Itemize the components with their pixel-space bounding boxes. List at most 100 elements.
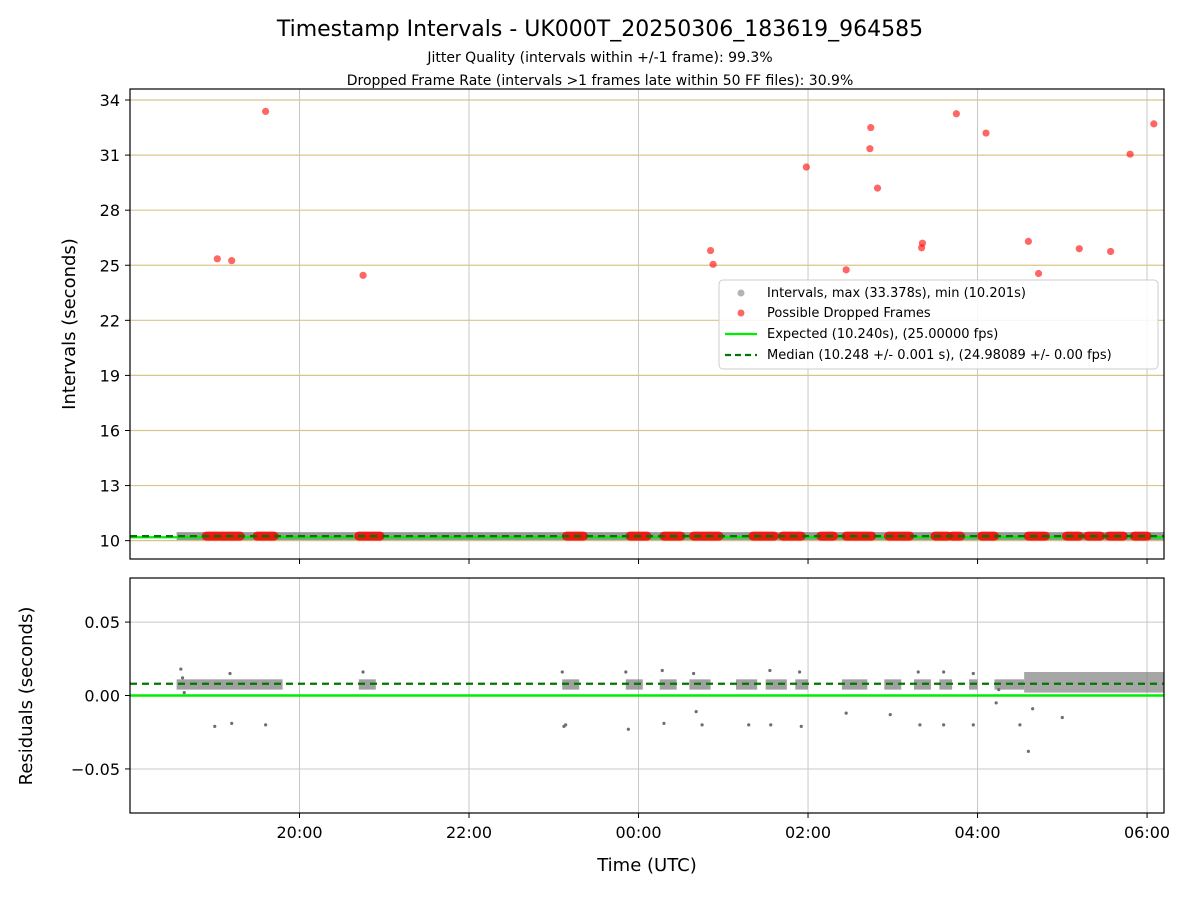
residual-cluster [795, 679, 809, 690]
residual-point [179, 667, 183, 671]
residual-point [692, 671, 696, 676]
legend-expected-label: Expected (10.240s), (25.00000 fps) [767, 327, 998, 342]
dropped-frame-point [1126, 150, 1134, 158]
top-y-tick-label: 31 [100, 146, 120, 165]
residual-point [918, 723, 922, 727]
top-y-tick-label: 34 [100, 91, 120, 110]
dropped-frame-point [1024, 237, 1032, 245]
residual-point [560, 670, 564, 674]
dropped-frame-point [1107, 247, 1115, 256]
residual-point [182, 690, 186, 695]
residual-point [942, 723, 946, 727]
residual-cluster [562, 679, 580, 690]
dropped-frame-point [1150, 120, 1158, 128]
chart-subtitle-jitter: Jitter Quality (intervals within +/-1 fr… [426, 50, 772, 66]
residual-point [942, 670, 946, 674]
residual-point [694, 710, 698, 714]
residual-point [564, 723, 568, 727]
bottom-plot-marks [130, 667, 1164, 753]
dropped-frame-point [842, 266, 850, 274]
residual-point [971, 723, 975, 727]
residual-point [916, 670, 920, 674]
top-y-axis-label: Intervals (seconds) [59, 238, 80, 410]
residual-point [361, 670, 365, 674]
top-y-tick-label: 13 [100, 477, 120, 496]
top-grid [130, 89, 1164, 559]
dropped-frame-point [867, 123, 875, 132]
residual-point [624, 670, 628, 674]
residual-point [228, 671, 232, 676]
residual-point [1060, 715, 1064, 720]
x-tick-label: 00:00 [615, 823, 661, 842]
residual-point [747, 723, 751, 727]
top-y-ticks: 10 13 16 19 22 25 28 31 34 [100, 91, 1148, 564]
top-plot-marks [130, 107, 1164, 541]
residual-point [768, 668, 772, 673]
x-tick-label: 22:00 [446, 823, 492, 842]
legend-intervals-label: Intervals, max (33.378s), min (10.201s) [767, 286, 1026, 301]
x-axis-ticks: 20:00 22:00 00:00 02:00 04:00 06:00 [276, 813, 1170, 842]
top-y-tick-label: 25 [100, 256, 120, 275]
x-tick-label: 04:00 [954, 823, 1000, 842]
bottom-y-tick-label: 0.05 [84, 613, 120, 632]
residual-point [888, 712, 892, 717]
residual-point [844, 711, 848, 715]
residual-point [971, 671, 975, 676]
top-y-tick-label: 10 [100, 532, 120, 551]
dropped-frame-point [982, 129, 990, 137]
residual-point [997, 688, 1001, 692]
dropped-frame-point [1075, 245, 1083, 253]
x-tick-label: 02:00 [785, 823, 831, 842]
residual-point [1026, 749, 1030, 753]
residual-point [264, 723, 268, 727]
chart-title: Timestamp Intervals - UK000T_20250306_18… [276, 17, 923, 42]
bottom-y-ticks: −0.05 0.00 0.05 [71, 613, 130, 779]
dropped-frame-point [802, 163, 810, 171]
dropped-frame-point [706, 246, 715, 255]
residual-point [700, 723, 704, 727]
x-tick-label: 20:00 [276, 823, 322, 842]
residual-point [213, 724, 217, 728]
residual-point [994, 701, 998, 705]
x-axis-label: Time (UTC) [596, 855, 697, 876]
bottom-y-tick-label: 0.00 [84, 687, 120, 706]
residual-cluster [765, 679, 787, 690]
bottom-y-axis-label: Residuals (seconds) [16, 607, 37, 786]
dropped-frame-point [873, 184, 882, 192]
dropped-frame-point [1034, 269, 1043, 278]
chart-subtitle-dropped: Dropped Frame Rate (intervals >1 frames … [347, 73, 854, 89]
residual-point [769, 723, 773, 727]
dropped-frame-point [866, 145, 874, 153]
top-y-tick-label: 16 [100, 421, 120, 440]
dropped-frame-point [359, 271, 367, 279]
legend-dropped-marker [737, 309, 745, 317]
residual-point [660, 668, 664, 673]
dropped-frame-point [952, 110, 960, 118]
legend-box [718, 279, 1159, 370]
residual-point [662, 721, 666, 726]
dropped-frame-point [262, 107, 270, 115]
dropped-frame-point [709, 260, 717, 268]
top-y-tick-label: 22 [100, 311, 120, 330]
residual-point [180, 676, 185, 680]
dropped-frame-point [918, 239, 927, 247]
legend-intervals-marker [737, 289, 745, 297]
residual-cluster [659, 679, 677, 690]
dropped-frame-point [228, 257, 236, 265]
residual-point [626, 727, 630, 731]
legend-median-label: Median (10.248 +/- 0.001 s), (24.98089 +… [767, 348, 1112, 363]
dropped-frame-point [213, 255, 221, 263]
top-plot-frame [129, 88, 1165, 560]
legend: Intervals, max (33.378s), min (10.201s) … [718, 279, 1159, 370]
top-y-tick-label: 19 [100, 366, 120, 385]
residual-point [230, 721, 234, 726]
residual-dense-block [1024, 672, 1164, 693]
x-tick-label: 06:00 [1124, 823, 1170, 842]
residual-cluster [939, 679, 953, 690]
residual-point [797, 670, 802, 674]
top-y-tick-label: 28 [100, 201, 120, 220]
legend-dropped-label: Possible Dropped Frames [767, 306, 931, 321]
bottom-y-tick-label: −0.05 [71, 760, 120, 779]
residual-cluster [358, 679, 376, 690]
